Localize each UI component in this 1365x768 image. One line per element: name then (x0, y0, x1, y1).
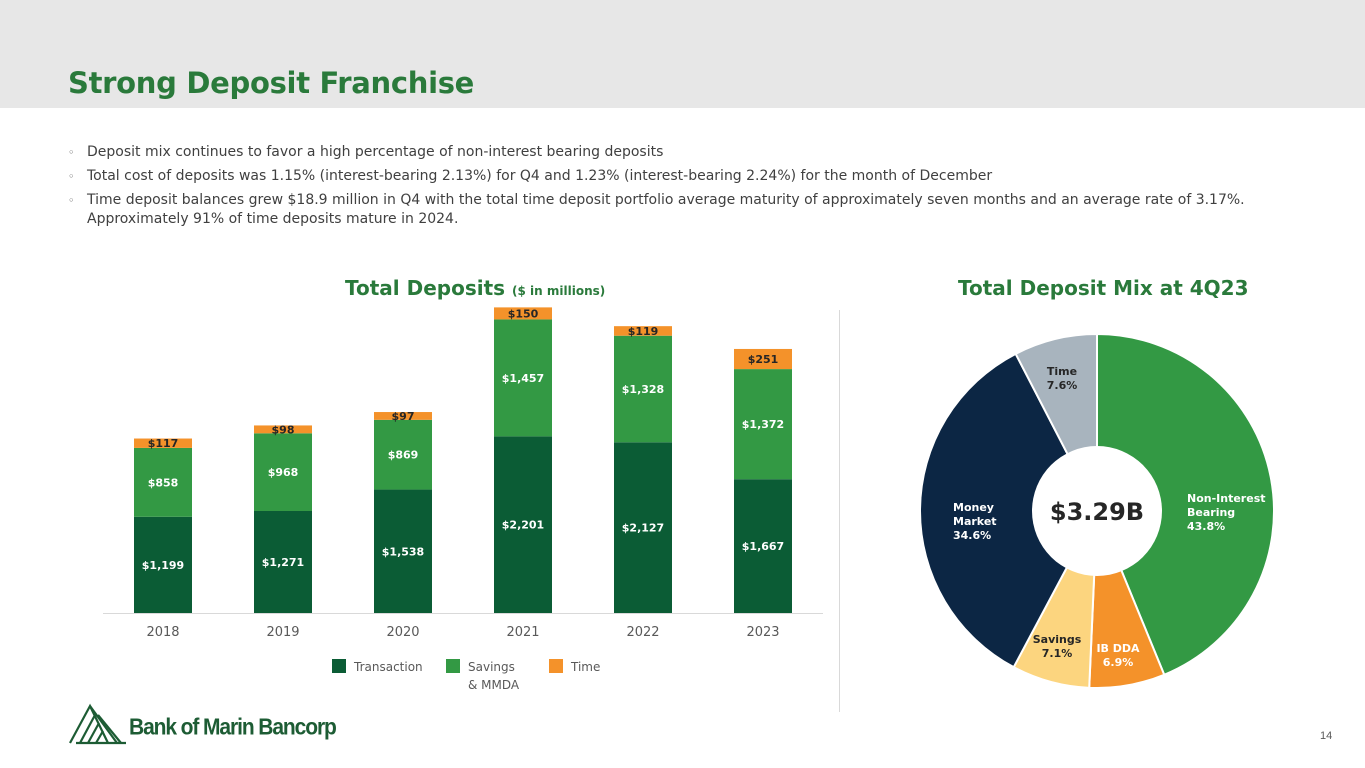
bar-savings-2020 (374, 419, 432, 490)
data-label-transaction-2019: $1,271 (262, 556, 304, 569)
bullet-marker: ◦ (68, 194, 75, 207)
pie-slice-non_interest (1096, 332, 1275, 677)
pie-slice-money_market (919, 352, 1099, 669)
data-label-time-2018: $117 (148, 437, 179, 450)
data-label-time-2023: $251 (748, 353, 779, 366)
bar-transaction-2018 (134, 516, 192, 613)
pie-label-pie_time: 7.6% (1047, 379, 1078, 392)
bar-transaction-2021 (494, 436, 552, 613)
chart-divider (839, 310, 840, 712)
data-label-savings-2018: $858 (148, 476, 179, 489)
data-label-time-2019: $98 (272, 423, 295, 436)
bar-time-2020 (374, 412, 432, 420)
pie-label-non_interest: 43.8% (1187, 520, 1225, 533)
bar-chart-subtitle: ($ in millions) (512, 284, 606, 298)
bar-savings-2018 (134, 447, 192, 517)
logo-mark-icon (69, 703, 126, 745)
bar-chart-title: Total Deposits ($ in millions) (345, 276, 605, 300)
legend-label-savings: & MMDA (468, 678, 520, 692)
legend-label-time: Time (570, 660, 600, 674)
bullet-text: Deposit mix continues to favor a high pe… (87, 144, 664, 160)
pie-label-ib_dda: 6.9% (1103, 656, 1134, 669)
bullet-text: Total cost of deposits was 1.15% (intere… (87, 168, 993, 184)
pie-label-ib_dda: IB DDA (1096, 642, 1140, 655)
pie-chart-title: Total Deposit Mix at 4Q23 (958, 276, 1249, 300)
data-label-transaction-2020: $1,538 (382, 545, 424, 558)
x-tick-label: 2018 (146, 625, 179, 640)
x-tick-label: 2020 (386, 625, 419, 640)
pie-label-money_market: Money (953, 501, 994, 514)
bullet-item: ◦ Time deposit balances grew $18.9 millio… (68, 191, 1318, 229)
data-label-transaction-2022: $2,127 (622, 522, 664, 535)
bullet-marker: ◦ (68, 170, 75, 183)
data-label-time-2020: $97 (392, 410, 415, 423)
bar-savings-2022 (614, 335, 672, 443)
x-tick-label: 2021 (506, 625, 539, 640)
legend-swatch-transaction (332, 659, 346, 673)
pie-label-money_market: 34.6% (953, 529, 991, 542)
pie-label-pie_savings: 7.1% (1042, 647, 1073, 660)
bullet-item: ◦ Total cost of deposits was 1.15% (inter… (68, 167, 1318, 186)
bar-chart: $1,199 $858 $117 2018 $1,271 $968 $98 2019 $1,53… (103, 307, 823, 692)
bullet-marker: ◦ (68, 146, 75, 159)
bullet-text: Time deposit balances grew $18.9 million… (87, 192, 1245, 227)
bar-savings-2023 (734, 369, 792, 480)
x-tick-label: 2023 (746, 625, 779, 640)
bar-time-2023 (734, 348, 792, 370)
company-logo: Bank of Marin Bancorp (68, 703, 337, 745)
pie-label-non_interest: Bearing (1187, 506, 1235, 519)
pie-label-money_market: Market (953, 515, 997, 528)
bar-time-2019 (254, 425, 312, 434)
data-label-savings-2022: $1,328 (622, 383, 664, 396)
data-label-transaction-2023: $1,667 (742, 540, 784, 553)
bar-time-2022 (614, 326, 672, 336)
page-number: 14 (1320, 730, 1333, 742)
bar-savings-2019 (254, 433, 312, 511)
bar-transaction-2022 (614, 442, 672, 613)
donut-center-label: $3.29B (1050, 498, 1144, 526)
bar-transaction-2019 (254, 510, 312, 613)
legend-label-savings: Savings (468, 660, 515, 674)
bar-savings-2021 (494, 319, 552, 437)
data-label-savings-2020: $869 (388, 449, 419, 462)
logo-text: Bank of Marin Bancorp (129, 715, 337, 740)
bar-transaction-2020 (374, 489, 432, 613)
data-label-savings-2019: $968 (268, 466, 299, 479)
data-label-transaction-2021: $2,201 (502, 519, 544, 532)
bar-time-2021 (494, 307, 552, 320)
bullet-list: ◦ Deposit mix continues to favor a high p… (68, 143, 1318, 234)
data-label-time-2022: $119 (628, 325, 659, 338)
legend-label-transaction: Transaction (353, 660, 423, 674)
page-title: Strong Deposit Franchise (68, 66, 475, 100)
legend-swatch-savings (446, 659, 460, 673)
bar-time-2018 (134, 438, 192, 448)
x-tick-label: 2019 (266, 625, 299, 640)
bar-chart-title-text: Total Deposits (345, 276, 506, 300)
bullet-item: ◦ Deposit mix continues to favor a high p… (68, 143, 1318, 162)
bar-transaction-2023 (734, 479, 792, 613)
data-label-transaction-2018: $1,199 (142, 559, 184, 572)
x-tick-label: 2022 (626, 625, 659, 640)
pie-label-pie_savings: Savings (1033, 633, 1082, 646)
header-band (0, 0, 1365, 108)
donut-hole (1032, 446, 1162, 576)
pie-label-pie_time: Time (1047, 365, 1077, 378)
data-label-savings-2023: $1,372 (742, 418, 784, 431)
legend-swatch-time (549, 659, 563, 673)
data-label-time-2021: $150 (508, 307, 539, 320)
data-label-savings-2021: $1,457 (502, 372, 544, 385)
pie-label-non_interest: Non-Interest (1187, 492, 1266, 505)
